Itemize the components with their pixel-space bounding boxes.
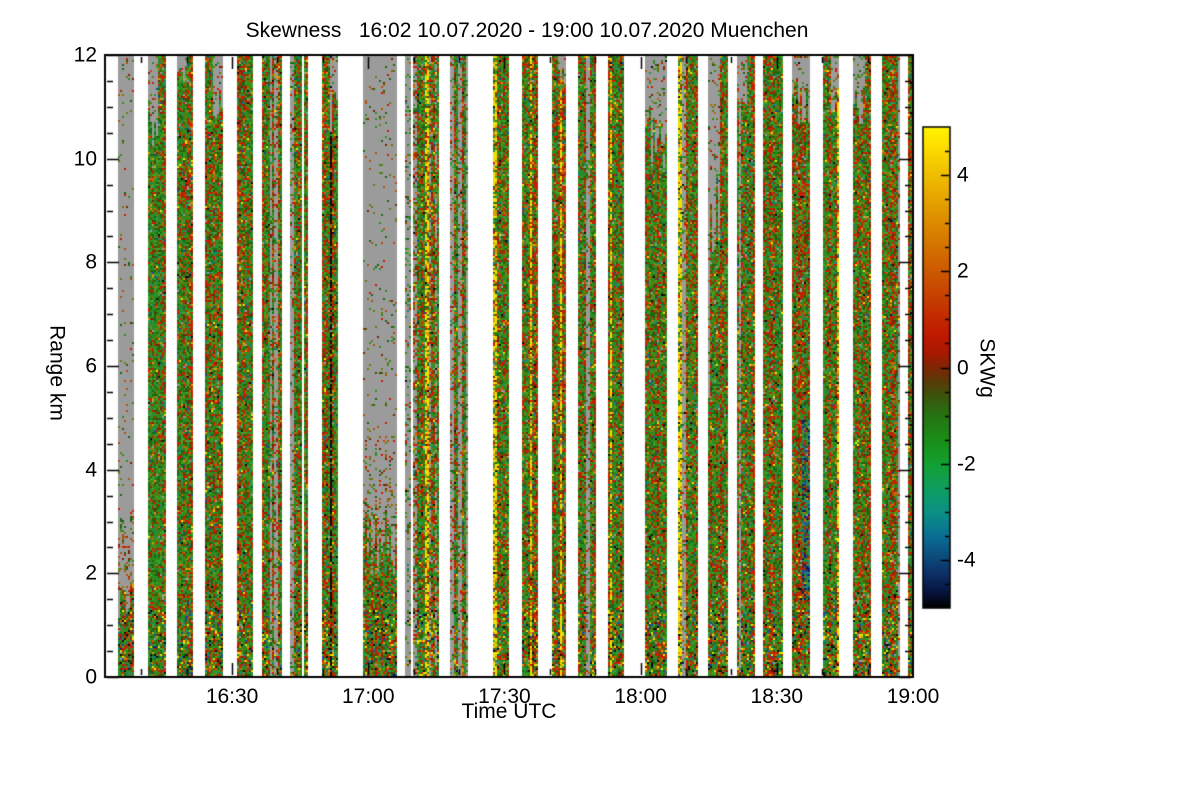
colorbar-tick-label: 4: [957, 163, 969, 187]
y-axis-title: Range km: [45, 325, 69, 421]
x-tick-label: 17:30: [478, 685, 531, 708]
colorbar-tick-label: 2: [957, 259, 969, 283]
x-tick-label: 16:30: [205, 685, 259, 708]
y-tick-label: 10: [73, 147, 97, 171]
y-tick-label: 2: [85, 561, 97, 585]
y-tick-label: 12: [73, 43, 97, 67]
x-tick-label: 17:00: [341, 685, 395, 708]
y-tick-label: 8: [85, 250, 97, 274]
colorbar-title: SKWg: [975, 338, 999, 398]
x-tick-label: 18:00: [614, 685, 667, 708]
x-axis-title: Time UTC: [461, 700, 557, 723]
plot-title: Skewness 16:02 10.07.2020 - 19:00 10.07.…: [245, 19, 809, 42]
x-tick-label: 18:30: [750, 685, 804, 708]
y-tick-label: 4: [85, 458, 97, 482]
y-tick-label: 6: [85, 354, 97, 378]
colorbar-tick-label: -4: [957, 548, 976, 572]
y-tick-label: 0: [85, 665, 97, 689]
colorbar-tick-label: 0: [957, 356, 969, 379]
x-tick-label: 19:00: [886, 685, 940, 708]
colorbar-tick-label: -2: [957, 452, 976, 476]
